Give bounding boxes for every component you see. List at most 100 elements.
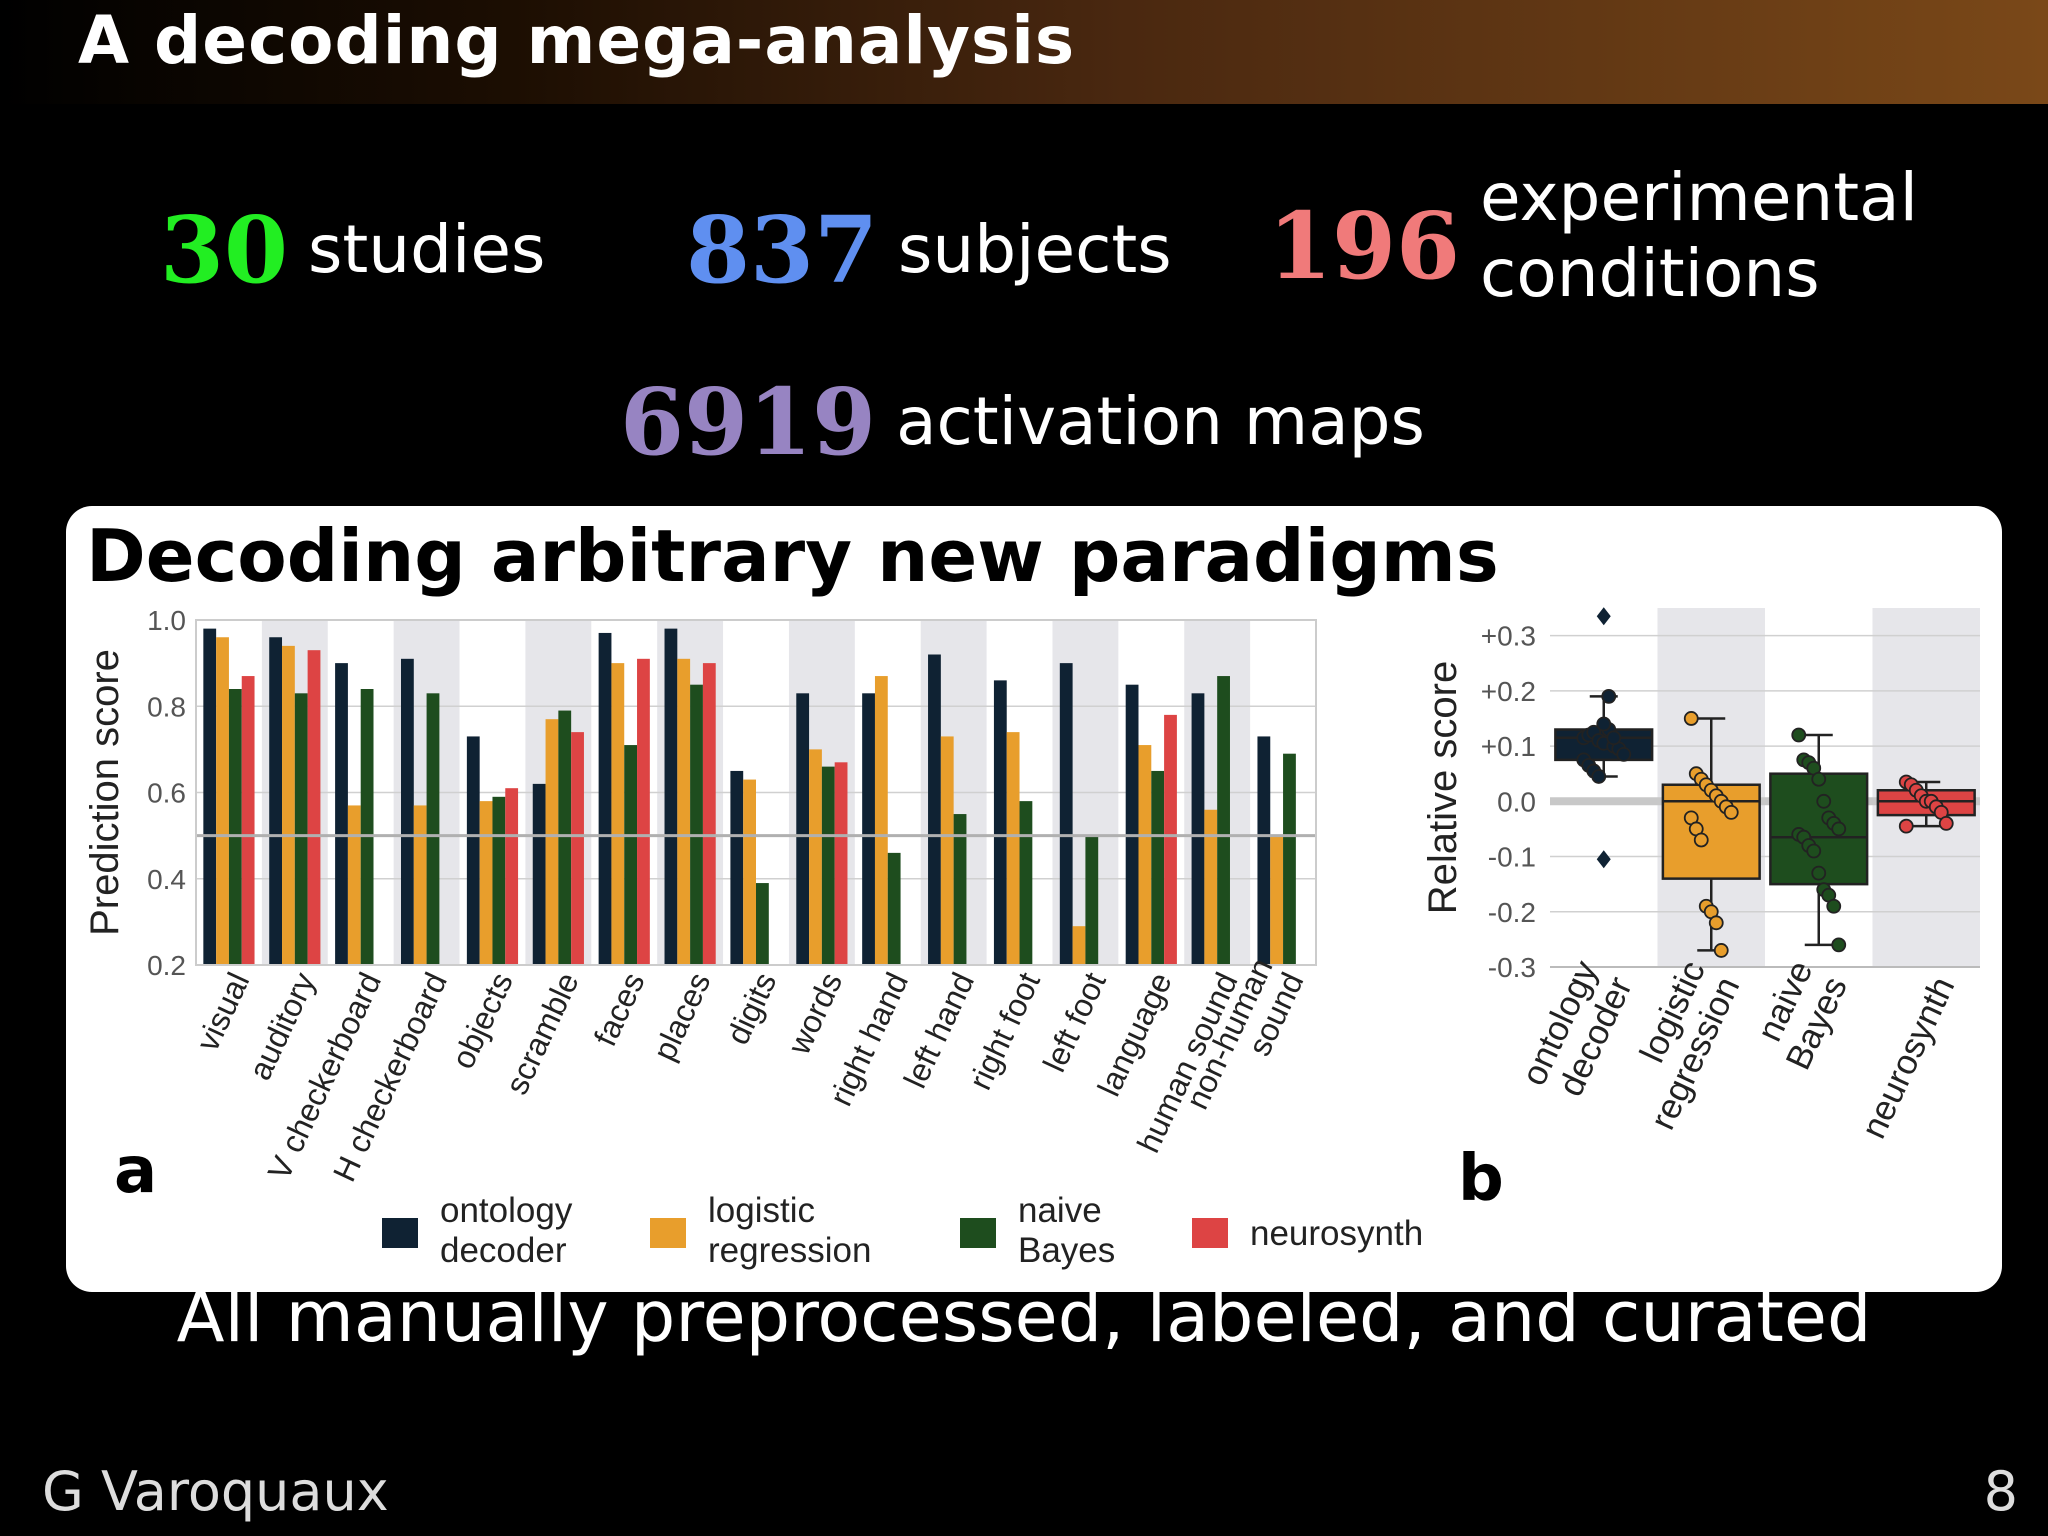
x-tick-label-group: objects	[444, 967, 519, 1074]
box-point	[1831, 821, 1847, 837]
bar-neurosynth	[834, 762, 848, 965]
x-tick-label: faces	[587, 967, 652, 1052]
bar-naive-Bayes	[1217, 676, 1230, 965]
bar-logistic-regression	[677, 658, 691, 965]
x-tick-label-group: visual	[189, 967, 256, 1056]
legend-label: ontology	[440, 1191, 573, 1230]
bar-ontology-decoder	[993, 680, 1007, 965]
x-tick-label: places	[646, 967, 718, 1066]
bar-ontology-decoder	[1257, 736, 1271, 965]
y-tick-label: 0.8	[147, 691, 186, 722]
bar-ontology-decoder	[532, 783, 546, 965]
stat-conditions-label-line1: experimental	[1480, 159, 1918, 236]
x-tick-label-group: neurosynth	[1854, 971, 1963, 1144]
stat-studies-label: studies	[308, 211, 546, 289]
bar-neurosynth	[505, 788, 519, 965]
x-tick-label-group: words	[780, 967, 849, 1060]
panel-label-b: b	[1458, 1142, 1504, 1216]
y-tick-label: 0.4	[147, 864, 186, 895]
box-point	[1898, 818, 1914, 834]
legend-swatch	[1192, 1218, 1228, 1248]
bar-ontology-decoder	[203, 628, 217, 965]
stat-conditions-label-line2: conditions	[1480, 234, 1820, 312]
bar-logistic-regression	[545, 719, 559, 965]
plot-frame	[195, 619, 1317, 966]
bar-logistic-regression	[282, 645, 295, 965]
stat-studies: 30 studies	[160, 196, 545, 304]
bar-neurosynth	[1164, 714, 1177, 965]
legend-label: Bayes	[1018, 1231, 1115, 1270]
box-outlier	[1596, 850, 1611, 869]
legend-label: logistic	[708, 1191, 815, 1230]
box-point	[1723, 804, 1739, 820]
bar-logistic-regression	[1138, 745, 1152, 965]
stat-conditions: 196 experimental conditions	[1268, 160, 1918, 312]
y-tick-label: +0.2	[1481, 676, 1536, 707]
x-tick-label-group: places	[646, 967, 718, 1066]
bar-neurosynth	[241, 676, 255, 965]
bar-naive-Bayes	[624, 745, 638, 965]
bar-logistic-regression	[1006, 732, 1020, 965]
page-number: 8	[1983, 1460, 2018, 1523]
author-name: G Varoquaux	[42, 1460, 389, 1523]
bar-logistic-regression	[1270, 835, 1284, 965]
y-tick-label: 1.0	[147, 605, 186, 636]
x-tick-label-group: faces	[587, 967, 652, 1052]
bar-naive-Bayes	[1151, 770, 1165, 965]
bar-ontology-decoder	[730, 770, 744, 965]
legend-label: decoder	[440, 1231, 567, 1270]
y-tick-label: +0.1	[1481, 731, 1536, 762]
y-tick-label: 0.2	[147, 950, 186, 981]
bar-ontology-decoder	[1059, 663, 1073, 965]
header-bar: A decoding mega-analysis	[0, 0, 2048, 104]
bar-naive-Bayes	[558, 710, 572, 965]
box-point	[1708, 915, 1724, 931]
stat-subjects-number: 837	[686, 196, 879, 304]
bar-naive-Bayes	[426, 693, 440, 965]
stat-maps: 6919 activation maps	[620, 368, 1425, 476]
bar-logistic-regression	[1204, 809, 1218, 965]
legend-label: neurosynth	[1250, 1214, 1423, 1253]
bar-naive-Bayes	[492, 796, 506, 965]
box-point	[1606, 730, 1622, 746]
box-point	[1938, 816, 1954, 831]
box-point	[1791, 727, 1807, 743]
footer-text: All manually preprocessed, labeled, and …	[176, 1276, 1872, 1358]
bar-naive-Bayes	[821, 766, 835, 965]
box-point	[1811, 865, 1827, 881]
bar-ontology-decoder	[862, 693, 875, 965]
stat-subjects: 837 subjects	[686, 196, 1172, 304]
box-point	[1831, 937, 1847, 953]
stat-studies-number: 30	[160, 196, 289, 304]
bar-logistic-regression	[743, 779, 756, 965]
x-tick-label: neurosynth	[1854, 971, 1963, 1144]
bar-naive-Bayes	[690, 684, 703, 965]
box-outlier	[1596, 607, 1611, 626]
legend-swatch	[650, 1218, 686, 1248]
stat-conditions-label: experimental conditions	[1480, 160, 1918, 312]
bar-ontology-decoder	[269, 637, 283, 965]
box-point	[1713, 943, 1729, 958]
box-point	[1616, 746, 1632, 762]
bar-logistic-regression	[874, 676, 888, 965]
bar-logistic-regression	[413, 805, 427, 965]
bar-ontology-decoder	[1125, 684, 1139, 965]
box-point	[1596, 716, 1612, 732]
box-point	[1816, 793, 1832, 809]
x-tick-label: visual	[189, 967, 256, 1056]
y-tick-label: 0.0	[1497, 786, 1536, 817]
bar-naive-Bayes	[1019, 801, 1033, 965]
bar-logistic-regression	[347, 805, 361, 965]
bar-ontology-decoder	[400, 658, 414, 965]
box-point	[1811, 771, 1827, 787]
y-axis-label: Prediction score	[83, 649, 127, 936]
bar-naive-Bayes	[953, 814, 967, 965]
bar-naive-Bayes	[756, 883, 769, 965]
bar-naive-Bayes	[887, 852, 901, 965]
box-point	[1591, 769, 1607, 784]
box-point	[1806, 843, 1822, 859]
box-point	[1826, 898, 1842, 914]
